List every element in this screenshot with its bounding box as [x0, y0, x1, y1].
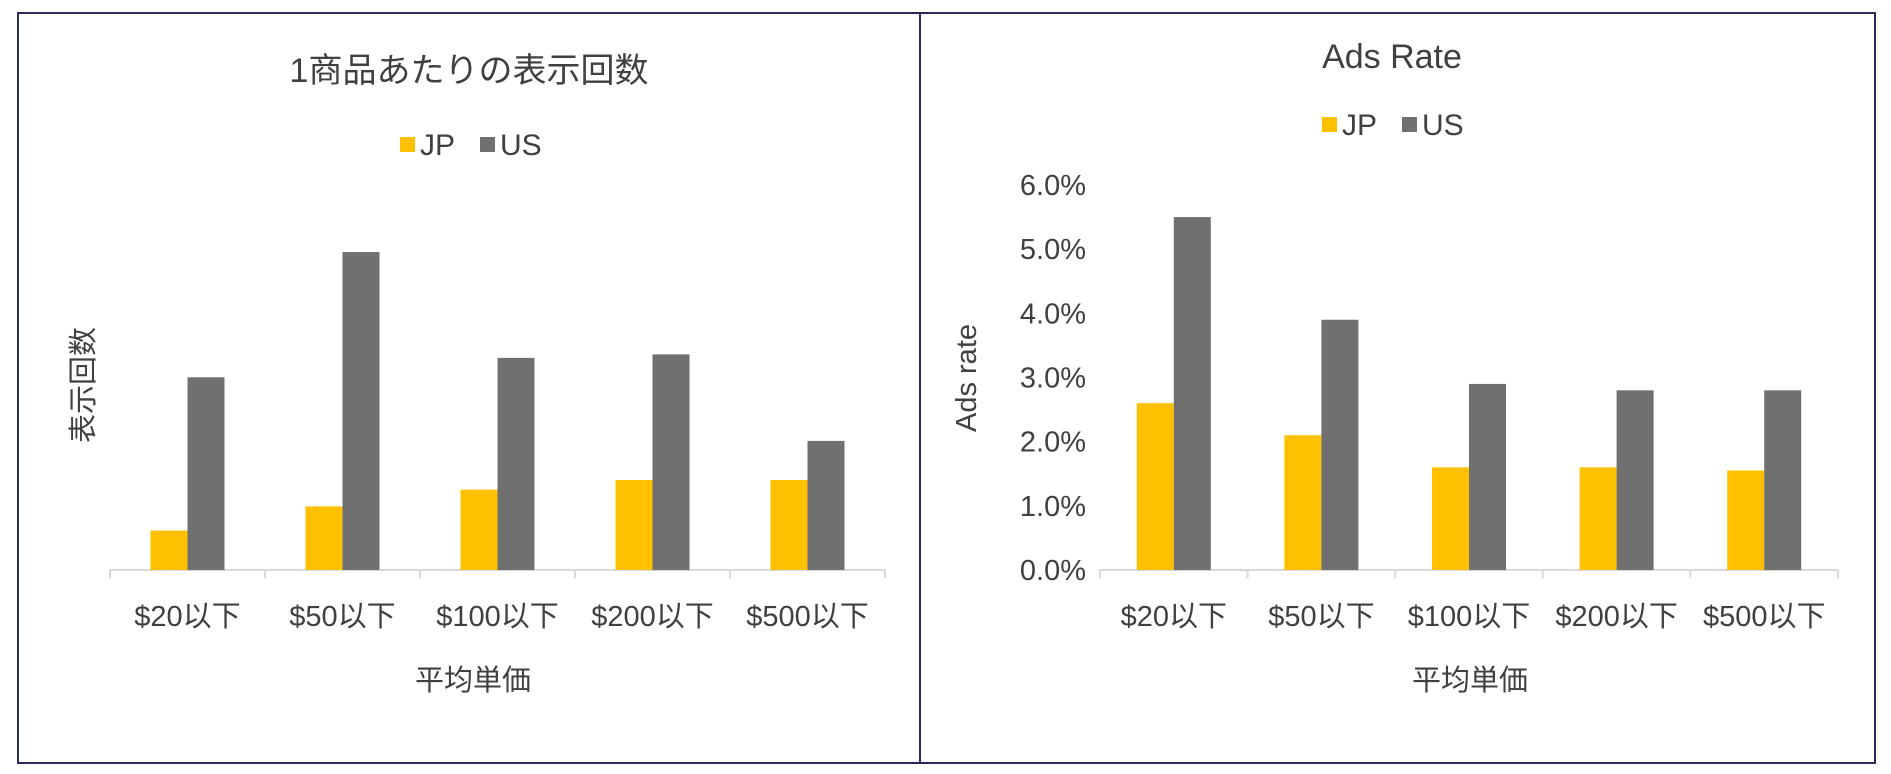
chart2-bar-us-3 — [1616, 390, 1654, 570]
chart1-bar-us-3 — [652, 354, 690, 570]
chart1-x-axis-title: 平均単価 — [415, 664, 531, 697]
chart2-y-tick-label: 4.0% — [1020, 298, 1086, 330]
chart1-y-axis-title: 表示回数 — [67, 327, 100, 443]
chart1-legend-label-us: US — [500, 129, 542, 162]
chart1-x-tick-label: $50以下 — [289, 601, 395, 633]
chart2-legend-swatch-jp — [1322, 117, 1337, 132]
chart2-y-tick-label: 1.0% — [1020, 491, 1086, 523]
chart2-x-tick-label: $200以下 — [1555, 601, 1678, 633]
chart2-y-tick-label: 6.0% — [1020, 170, 1086, 202]
chart2-y-tick-label: 2.0% — [1020, 427, 1086, 459]
chart2-bar-jp-3 — [1579, 467, 1617, 570]
chart1-bar-us-2 — [497, 357, 535, 570]
chart1-title: 1商品あたりの表示回数 — [290, 52, 649, 90]
chart2-title: Ads Rate — [1322, 38, 1462, 76]
chart2-x-tick-label: $500以下 — [1703, 601, 1826, 633]
chart2-bar-jp-0 — [1136, 403, 1174, 570]
chart2-y-axis-title: Ads rate — [951, 324, 983, 432]
chart2-legend-label-jp: JP — [1342, 109, 1377, 142]
chart2-x-tick-label: $50以下 — [1268, 601, 1374, 633]
chart1-bar-us-1 — [342, 252, 380, 570]
chart2-y-tick-label: 5.0% — [1020, 234, 1086, 266]
chart2-bar-jp-1 — [1284, 435, 1322, 570]
chart-panel-ads-rate — [919, 12, 1876, 764]
chart1-bar-jp-4 — [770, 480, 808, 570]
chart2-bar-us-0 — [1173, 217, 1211, 571]
chart1-x-tick-label: $20以下 — [134, 601, 240, 633]
chart1-bar-jp-0 — [150, 530, 188, 570]
chart1-bar-jp-2 — [460, 489, 498, 570]
chart1-bar-us-0 — [187, 377, 225, 570]
chart1-legend-swatch-jp — [400, 137, 415, 152]
chart2-x-tick-label: $100以下 — [1408, 601, 1531, 633]
chart2-bar-jp-4 — [1727, 470, 1765, 570]
chart1-legend-swatch-us — [480, 137, 495, 152]
chart2-bar-us-2 — [1469, 383, 1506, 570]
chart2-bar-jp-2 — [1432, 467, 1469, 570]
chart1-x-tick-label: $200以下 — [591, 601, 714, 633]
chart1-x-tick-label: $100以下 — [436, 601, 559, 633]
chart2-y-tick-label: 3.0% — [1020, 363, 1086, 395]
chart2-legend-swatch-us — [1402, 117, 1417, 132]
chart2-bar-us-4 — [1764, 390, 1802, 570]
chart2-y-tick-label: 0.0% — [1020, 555, 1086, 587]
chart2-x-axis-title: 平均単価 — [1412, 664, 1528, 697]
chart2-legend-label-us: US — [1422, 109, 1464, 142]
chart2-bar-us-1 — [1321, 319, 1359, 570]
chart2-x-tick-label: $20以下 — [1121, 601, 1227, 633]
chart1-bar-jp-1 — [305, 506, 343, 570]
chart1-x-tick-label: $500以下 — [746, 601, 869, 633]
chart1-bar-us-4 — [807, 440, 845, 570]
chart1-legend-label-jp: JP — [420, 129, 455, 162]
chart1-bar-jp-3 — [615, 480, 653, 570]
